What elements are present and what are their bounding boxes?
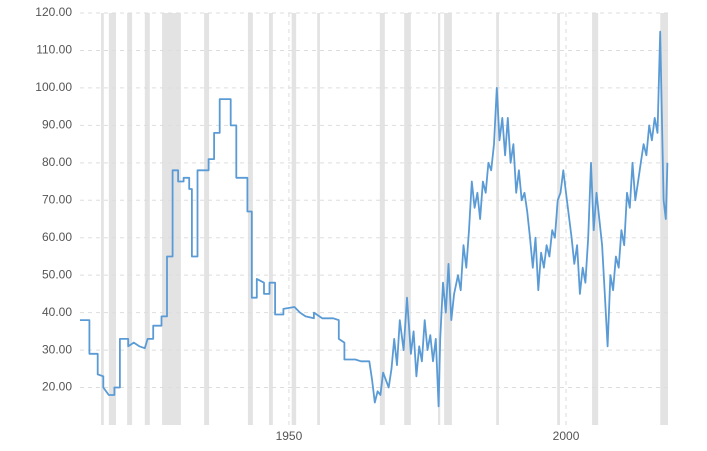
recession-band (204, 13, 210, 425)
recession-band (557, 13, 560, 425)
y-tick-label: 100.00 (35, 80, 72, 94)
recession-band (660, 13, 668, 425)
x-tick-label: 1950 (276, 429, 303, 443)
y-tick-label: 90.00 (42, 118, 72, 132)
y-tick-label: 60.00 (42, 230, 72, 244)
y-tick-label: 70.00 (42, 192, 72, 206)
recession-band (317, 13, 320, 425)
y-tick-label: 110.00 (36, 43, 72, 57)
recession-band (268, 13, 273, 425)
recession-band (496, 13, 499, 425)
recession-band (404, 13, 411, 425)
recession-band (247, 13, 253, 425)
recession-band (444, 13, 452, 425)
recession-band (162, 13, 181, 425)
y-tick-label: 80.00 (42, 155, 72, 169)
data-line (80, 30, 669, 408)
y-tick-label: 120.00 (35, 5, 72, 19)
recession-band (108, 13, 117, 425)
recession-band (291, 13, 297, 425)
y-tick-label: 40.00 (42, 305, 72, 319)
y-tick-label: 30.00 (42, 342, 72, 356)
recession-band (127, 13, 133, 425)
recession-band (101, 13, 104, 425)
x-tick-label: 2000 (553, 429, 580, 443)
y-tick-label: 20.00 (42, 380, 72, 394)
recession-band (379, 13, 385, 425)
recession-band (438, 13, 441, 425)
recession-band (144, 13, 150, 425)
y-tick-label: 50.00 (42, 267, 72, 281)
